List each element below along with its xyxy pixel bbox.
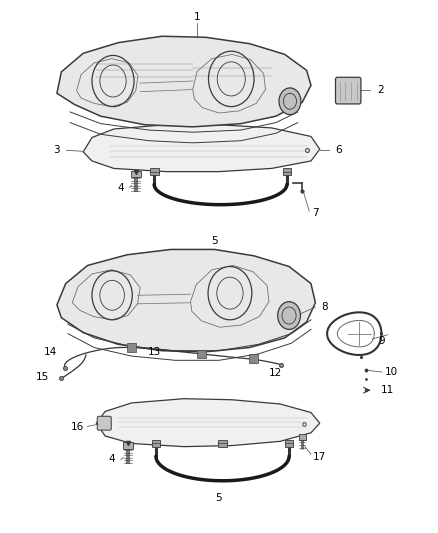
Circle shape <box>279 88 301 115</box>
Text: 12: 12 <box>268 368 282 378</box>
Text: 3: 3 <box>53 146 60 155</box>
Bar <box>285 440 293 447</box>
Text: 6: 6 <box>336 146 343 155</box>
Text: 13: 13 <box>148 347 161 357</box>
Bar <box>150 168 159 175</box>
Bar <box>197 350 206 358</box>
Polygon shape <box>83 125 320 172</box>
Text: 4: 4 <box>109 455 116 464</box>
Bar <box>131 171 141 177</box>
FancyBboxPatch shape <box>97 416 111 430</box>
Bar <box>123 442 133 449</box>
Text: 11: 11 <box>381 385 394 395</box>
Bar <box>218 440 227 447</box>
Text: 5: 5 <box>215 494 222 503</box>
Text: 4: 4 <box>117 183 124 192</box>
Bar <box>152 440 160 447</box>
Bar <box>249 354 258 363</box>
Circle shape <box>278 302 300 329</box>
Polygon shape <box>96 399 320 447</box>
FancyBboxPatch shape <box>336 77 361 104</box>
Polygon shape <box>57 249 315 352</box>
Bar <box>299 434 306 440</box>
Bar <box>283 168 291 175</box>
Text: 17: 17 <box>313 453 326 462</box>
Text: 5: 5 <box>211 236 218 246</box>
Text: 1: 1 <box>194 12 201 22</box>
Text: 14: 14 <box>44 347 57 357</box>
Text: 8: 8 <box>321 302 328 312</box>
Text: 7: 7 <box>312 208 319 218</box>
Text: 9: 9 <box>378 336 385 346</box>
Text: 2: 2 <box>377 85 384 94</box>
Text: 15: 15 <box>35 372 49 382</box>
Polygon shape <box>57 36 311 127</box>
Text: 10: 10 <box>385 367 398 377</box>
Text: 16: 16 <box>71 423 84 432</box>
Bar <box>127 343 136 352</box>
